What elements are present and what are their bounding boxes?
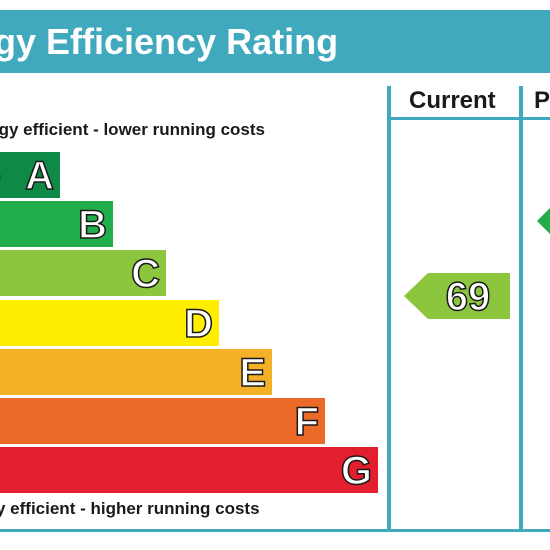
top-caption: rgy efficient - lower running costs: [0, 120, 265, 139]
band-letter-c: C: [130, 251, 160, 297]
column-header-current: Current: [409, 87, 496, 114]
current-rating-arrow: 69: [404, 273, 510, 320]
potential-rating-arrow: [537, 198, 550, 244]
band-letter-g: G: [340, 448, 373, 494]
band-letter-f: F: [294, 399, 320, 445]
frame-divider-right: [519, 86, 523, 532]
bottom-caption: y efficient - higher running costs: [0, 499, 260, 518]
band-range-a: s): [0, 152, 2, 198]
current-rating-value: 69: [445, 274, 491, 320]
band-a: As): [0, 152, 60, 199]
band-letter-d: D: [183, 301, 213, 347]
frame-divider-left: [387, 86, 391, 532]
band-b: B: [0, 201, 113, 248]
band-c: C: [0, 250, 166, 297]
band-f: F: [0, 398, 325, 445]
band-e: E: [0, 349, 272, 396]
band-letter-b: B: [77, 202, 107, 248]
band-letter-e: E: [239, 350, 267, 396]
column-header-potential: P: [534, 87, 550, 114]
chart-title: rgy Efficiency Rating: [0, 21, 339, 62]
title-bar: rgy Efficiency Rating: [0, 10, 550, 73]
band-letter-a: A: [24, 153, 54, 199]
current-arrow-shape: [404, 273, 510, 319]
band-d: D: [0, 300, 219, 347]
frame-bottom: [0, 529, 550, 532]
band-g: G: [0, 447, 378, 494]
potential-arrow-shape: [537, 208, 550, 234]
header-underline: [387, 117, 550, 120]
